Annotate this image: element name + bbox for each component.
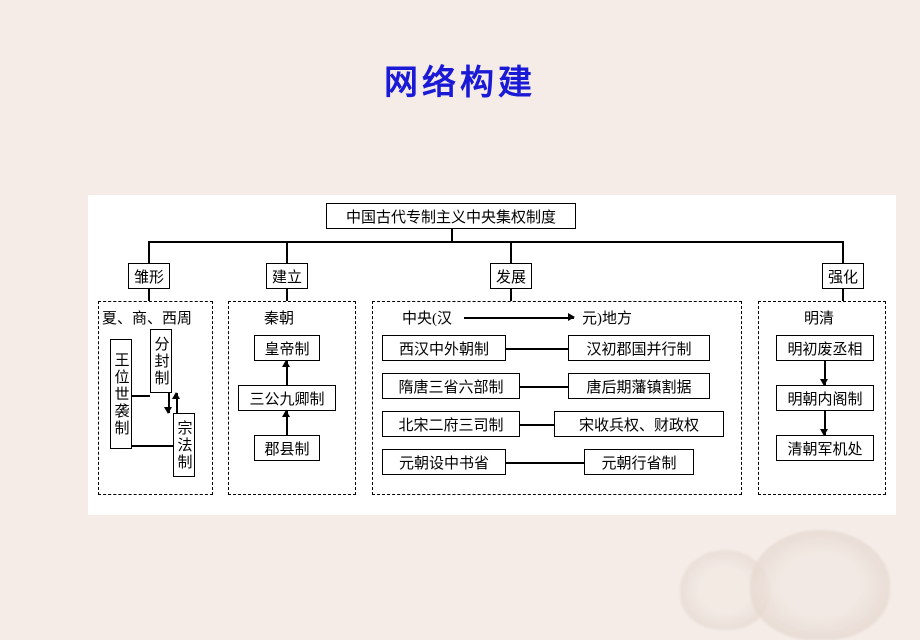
phase-develop: 发展 — [490, 263, 532, 289]
root-node: 中国古代专制主义中央集权制度 — [326, 203, 576, 229]
row-1-local: 唐后期藩镇割据 — [568, 373, 710, 399]
row-1-central: 隋唐三省六部制 — [382, 373, 520, 399]
flowchart: 中国古代专制主义中央集权制度 雏形 建立 发展 强化 夏、商、西周 王位世袭制 … — [88, 195, 896, 515]
item-huangdi: 皇帝制 — [254, 335, 320, 361]
row-2-local: 宋收兵权、财政权 — [554, 411, 724, 437]
item-sangong: 三公九卿制 — [238, 385, 336, 411]
item-zongfa: 宗法制 — [173, 413, 195, 477]
phase-strengthen: 强化 — [822, 263, 864, 289]
row-0-local: 汉初郡国并行制 — [568, 335, 710, 361]
header-local: 元)地方 — [582, 307, 632, 328]
item-wangwei: 王位世袭制 — [110, 339, 132, 449]
item-junxian: 郡县制 — [254, 435, 320, 461]
row-3-local: 元朝行省制 — [584, 449, 694, 475]
header-central: 中央(汉 — [402, 307, 452, 328]
row-3-central: 元朝设中书省 — [382, 449, 506, 475]
item-qing-junji: 清朝军机处 — [776, 435, 874, 461]
page-title: 网络构建 — [0, 55, 920, 104]
row-2-central: 北宋二府三司制 — [382, 411, 520, 437]
row-0-central: 西汉中外朝制 — [382, 335, 506, 361]
phase-establish: 建立 — [266, 263, 308, 289]
item-ming-neige: 明朝内阁制 — [776, 385, 874, 411]
era-establish: 秦朝 — [264, 307, 294, 328]
era-strengthen: 明清 — [804, 307, 834, 328]
item-fenfeng: 分封制 — [150, 329, 172, 393]
phase-prototype: 雏形 — [128, 263, 170, 289]
decoration-cup — [750, 530, 890, 640]
era-prototype: 夏、商、西周 — [102, 307, 192, 328]
item-ming-abolish: 明初废丞相 — [776, 335, 874, 361]
